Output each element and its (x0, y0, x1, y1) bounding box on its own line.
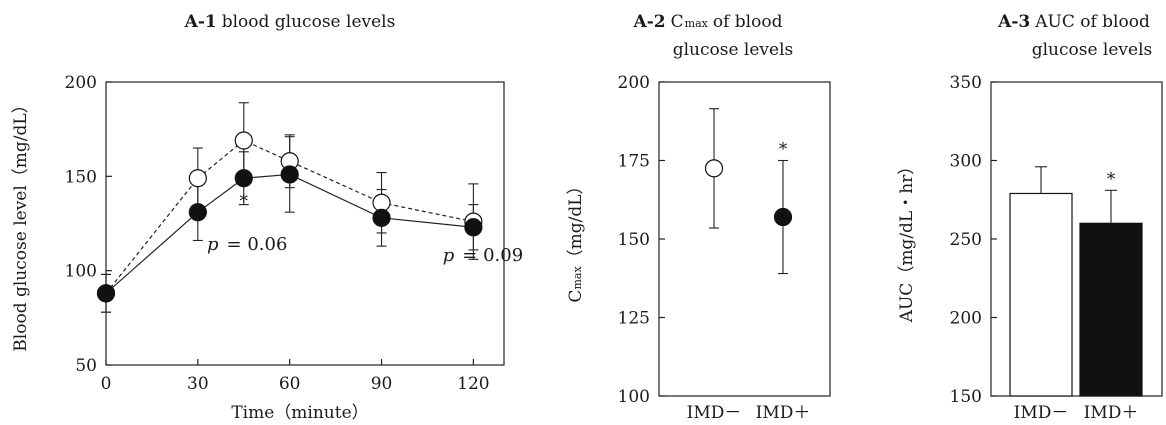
a1-series-1-marker (188, 169, 207, 188)
a3-y-ticks: 150 200 250 300 350 (950, 73, 997, 407)
a3-y-tick-label: 150 (950, 387, 982, 407)
a3-annotations: * (1107, 169, 1116, 189)
a1-error-bars (101, 102, 479, 313)
panel-a2-title-line1: A-2 Cmax of blood (633, 12, 783, 32)
panel-a3-title-line1: A-3 AUC of blood (997, 12, 1150, 32)
a3-significance-star: * (1107, 169, 1116, 189)
a1-series-lines (105, 139, 474, 294)
a1-series-2-marker (188, 203, 207, 222)
panel-a3-title-line2: glucose levels (1032, 40, 1153, 60)
a1-y-tick-label: 50 (75, 356, 97, 376)
a1-x-tick-label: 60 (279, 374, 301, 394)
a1-x-ticks: 0 30 60 90 120 (101, 359, 490, 394)
a1-annotations: * p = 0.06 p = 0.09 (207, 192, 523, 267)
a2-significance-star: * (779, 140, 788, 160)
panel-a1-title: A-1 blood glucose levels (184, 12, 396, 32)
a3-bars (1009, 192, 1143, 397)
a3-y-tick-label: 300 (950, 152, 982, 172)
a2-marker (704, 159, 724, 178)
a2-x-category-label: IMD＋ (756, 403, 811, 423)
a1-p-value-annotation: p = 0.09 (443, 245, 523, 266)
a1-y-ticks: 50 100 150 200 (65, 73, 112, 376)
a1-y-axis-label: Blood glucose level（mg/dL） (11, 96, 31, 351)
a1-series-2-marker (96, 284, 116, 303)
a3-y-tick-label: 250 (950, 230, 982, 250)
a1-y-tick-label: 200 (65, 73, 97, 93)
a1-series-1-line (105, 139, 474, 294)
a2-y-tick-label: 175 (618, 152, 650, 172)
a3-x-category-label: IMD－ (1014, 403, 1069, 423)
a3-x-ticks: IMD－ IMD＋ (1014, 403, 1139, 423)
a1-x-tick-label: 90 (371, 374, 393, 394)
a1-x-axis-label: Time（minute） (231, 403, 368, 423)
a3-y-tick-label: 350 (950, 73, 982, 93)
panel-a1-blood-glucose: A-1 blood glucose levels 50 100 150 200 0 30 6… (11, 12, 523, 423)
panel-a2-title-line2: glucose levels (673, 40, 794, 60)
a2-y-tick-label: 150 (618, 230, 650, 250)
a2-x-category-label: IMD－ (687, 403, 742, 423)
a1-y-tick-label: 150 (65, 167, 97, 187)
a1-markers (96, 131, 483, 303)
a1-y-tick-label: 100 (65, 262, 97, 282)
a3-y-axis-label: AUC（mg/dL・hr） (897, 158, 917, 324)
a1-series-2-marker (280, 165, 299, 184)
a1-x-tick-label: 0 (101, 374, 112, 394)
a2-y-ticks: 100 125 150 175 200 (618, 73, 665, 407)
a2-annotations: * (779, 140, 788, 160)
a2-error-bars (709, 108, 788, 275)
a3-error-bars (1035, 166, 1117, 224)
a1-series-1-marker (234, 131, 253, 150)
a2-y-tick-label: 200 (618, 73, 650, 93)
a2-y-axis-label: Cmax（mg/dL） (566, 177, 586, 302)
a3-bar (1009, 192, 1073, 397)
a1-x-tick-label: 30 (187, 374, 209, 394)
a3-x-category-label: IMD＋ (1084, 403, 1139, 423)
a1-x-tick-label: 120 (457, 374, 489, 394)
a1-p-value-annotation: p = 0.06 (207, 234, 287, 255)
a2-y-tick-label: 100 (618, 387, 650, 407)
a1-significance-star: * (240, 192, 249, 212)
a1-series-1-marker (372, 193, 391, 212)
a2-markers (704, 159, 793, 227)
a1-series-2-marker (464, 218, 483, 237)
panel-a2-cmax: A-2 Cmax of blood glucose levels 100 125 150… (566, 12, 831, 423)
a2-plot-frame (658, 81, 831, 397)
a1-series-2-line (105, 173, 474, 294)
a2-x-ticks: IMD－ IMD＋ (687, 403, 811, 423)
a2-marker (773, 207, 793, 227)
panel-a3-auc: A-3 AUC of blood glucose levels 150 200 250… (897, 12, 1163, 423)
a1-series-2-marker (234, 169, 253, 188)
a1-series-2-marker (372, 208, 391, 227)
a3-y-tick-label: 200 (950, 309, 982, 329)
a1-plot-frame (105, 81, 505, 366)
a2-y-tick-label: 125 (618, 309, 650, 329)
a3-bar (1079, 222, 1143, 397)
